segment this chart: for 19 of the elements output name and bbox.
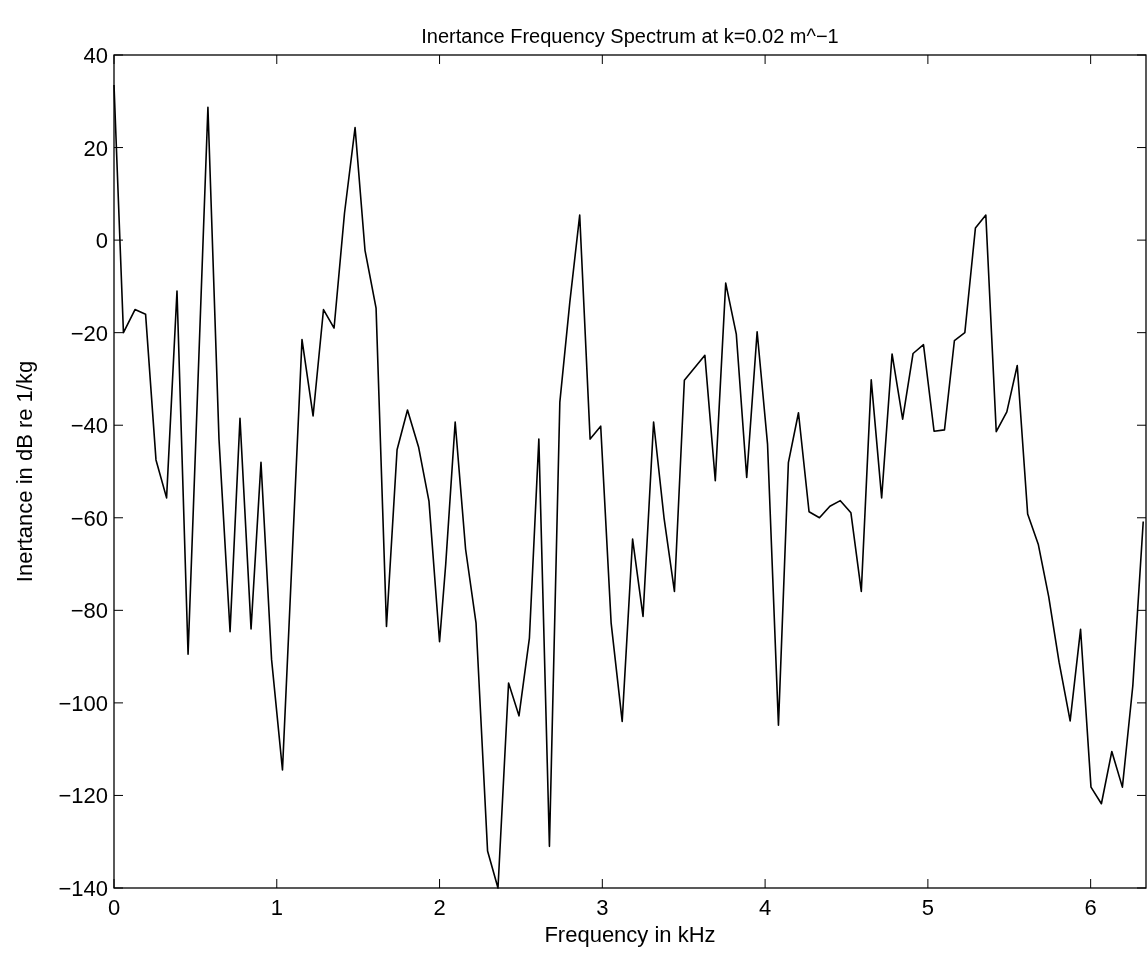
y-tick-label: 40 <box>83 43 108 68</box>
y-tick-label: −20 <box>70 320 108 346</box>
y-tick-label: −100 <box>58 690 108 716</box>
x-tick-label: 5 <box>921 895 935 920</box>
y-tick-label: −140 <box>58 876 108 901</box>
x-axis-title: Frequency in kHz <box>544 922 716 947</box>
y-tick-label: −40 <box>70 413 108 439</box>
x-tick-label: 4 <box>758 895 772 920</box>
y-tick-label: −80 <box>70 598 108 624</box>
y-tick-label: 0 <box>95 228 108 254</box>
chart-title: Inertance Frequency Spectrum at k=0.02 m^−1 <box>421 25 839 47</box>
x-tick-label: 3 <box>596 895 609 920</box>
x-tick-label: 1 <box>270 895 283 920</box>
y-tick-label: 20 <box>83 135 108 161</box>
y-axis-title: Inertance in dB re 1/kg <box>12 360 37 583</box>
y-tick-label: −120 <box>58 783 108 809</box>
x-tick-label: 2 <box>433 895 446 920</box>
x-tick-label: 6 <box>1084 895 1097 920</box>
y-tick-label: −60 <box>70 505 108 531</box>
